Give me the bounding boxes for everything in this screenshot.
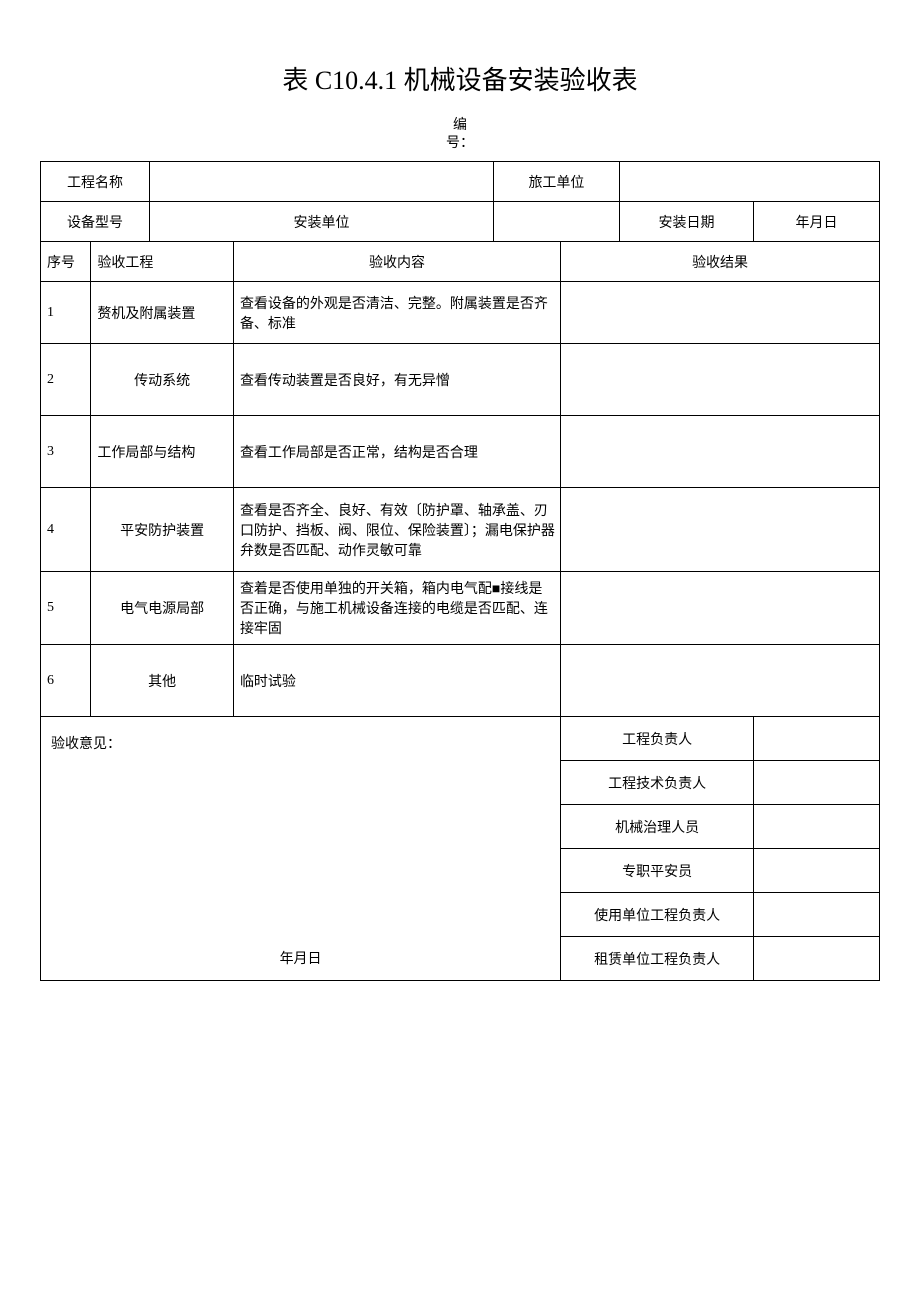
- row-item: 工作局部与结构: [91, 416, 234, 488]
- project-name-label: 工程名称: [41, 162, 150, 202]
- col-seq: 序号: [41, 242, 91, 282]
- row-result[interactable]: [561, 282, 880, 344]
- signer-name[interactable]: [754, 761, 880, 805]
- row-item: 平安防护装置: [91, 488, 234, 572]
- project-name-value[interactable]: [150, 162, 494, 202]
- col-content: 验收内容: [233, 242, 560, 282]
- column-header-row: 序号 验收工程 验收内容 验收结果: [41, 242, 880, 282]
- signer-name[interactable]: [754, 717, 880, 761]
- row-item: 其他: [91, 645, 234, 717]
- opinion-date: 年月日: [41, 948, 560, 968]
- row-content: 临时试验: [233, 645, 560, 717]
- table-row: 4 平安防护装置 查看是否齐全、良好、有效〔防护罩、轴承盖、刃口防护、挡板、阀、…: [41, 488, 880, 572]
- construction-unit-value[interactable]: [619, 162, 879, 202]
- signer-role: 租赁单位工程负责人: [561, 937, 754, 981]
- signer-role: 工程技术负责人: [561, 761, 754, 805]
- col-item: 验收工程: [91, 242, 234, 282]
- row-seq: 1: [41, 282, 91, 344]
- row-content: 查看设备的外观是否清洁、完整。附属装置是否齐备、标准: [233, 282, 560, 344]
- signer-row: 验收意见： 年月日 工程负责人: [41, 717, 880, 761]
- construction-unit-label: 旅工单位: [494, 162, 620, 202]
- row-content: 查看工作局部是否正常，结构是否合理: [233, 416, 560, 488]
- equipment-model-label: 设备型号: [41, 202, 150, 242]
- signer-role: 机械治理人员: [561, 805, 754, 849]
- signer-role: 工程负责人: [561, 717, 754, 761]
- row-item: 赘机及附属装置: [91, 282, 234, 344]
- row-seq: 6: [41, 645, 91, 717]
- signer-name[interactable]: [754, 937, 880, 981]
- row-content: 查看传动装置是否良好，有无异憎: [233, 344, 560, 416]
- install-unit-value[interactable]: [494, 202, 620, 242]
- row-result[interactable]: [561, 488, 880, 572]
- signer-role: 使用单位工程负责人: [561, 893, 754, 937]
- page-title: 表 C10.4.1 机械设备安装验收表: [40, 60, 880, 97]
- row-seq: 2: [41, 344, 91, 416]
- row-result[interactable]: [561, 344, 880, 416]
- opinion-label: 验收意见：: [51, 733, 121, 753]
- row-item: 电气电源局部: [91, 572, 234, 645]
- row-seq: 5: [41, 572, 91, 645]
- form-number-label: 编 号：: [40, 117, 880, 153]
- header-row-2: 设备型号 安装单位 安装日期 年月日: [41, 202, 880, 242]
- col-result: 验收结果: [561, 242, 880, 282]
- install-unit-label: 安装单位: [150, 202, 494, 242]
- row-content: 查着是否使用单独的开关箱，箱内电气配■接线是否正确，与施工机械设备连接的电缆是否…: [233, 572, 560, 645]
- install-date-label: 安装日期: [619, 202, 753, 242]
- signer-name[interactable]: [754, 893, 880, 937]
- row-result[interactable]: [561, 572, 880, 645]
- row-result[interactable]: [561, 416, 880, 488]
- signer-name[interactable]: [754, 805, 880, 849]
- table-row: 6 其他 临时试验: [41, 645, 880, 717]
- table-row: 5 电气电源局部 查着是否使用单独的开关箱，箱内电气配■接线是否正确，与施工机械…: [41, 572, 880, 645]
- install-date-value[interactable]: 年月日: [754, 202, 880, 242]
- table-row: 2 传动系统 查看传动装置是否良好，有无异憎: [41, 344, 880, 416]
- signer-role: 专职平安员: [561, 849, 754, 893]
- row-content: 查看是否齐全、良好、有效〔防护罩、轴承盖、刃口防护、挡板、阀、限位、保险装置〕；…: [233, 488, 560, 572]
- header-row-1: 工程名称 旅工单位: [41, 162, 880, 202]
- row-seq: 3: [41, 416, 91, 488]
- signer-name[interactable]: [754, 849, 880, 893]
- acceptance-form-table: 工程名称 旅工单位 设备型号 安装单位 安装日期 年月日 序号 验收工程 验收内…: [40, 161, 880, 981]
- form-number-line2: 号：: [40, 135, 880, 153]
- row-seq: 4: [41, 488, 91, 572]
- form-number-line1: 编: [40, 117, 880, 135]
- table-row: 3 工作局部与结构 查看工作局部是否正常，结构是否合理: [41, 416, 880, 488]
- table-row: 1 赘机及附属装置 查看设备的外观是否清洁、完整。附属装置是否齐备、标准: [41, 282, 880, 344]
- row-item: 传动系统: [91, 344, 234, 416]
- opinion-cell[interactable]: 验收意见： 年月日: [41, 717, 561, 981]
- row-result[interactable]: [561, 645, 880, 717]
